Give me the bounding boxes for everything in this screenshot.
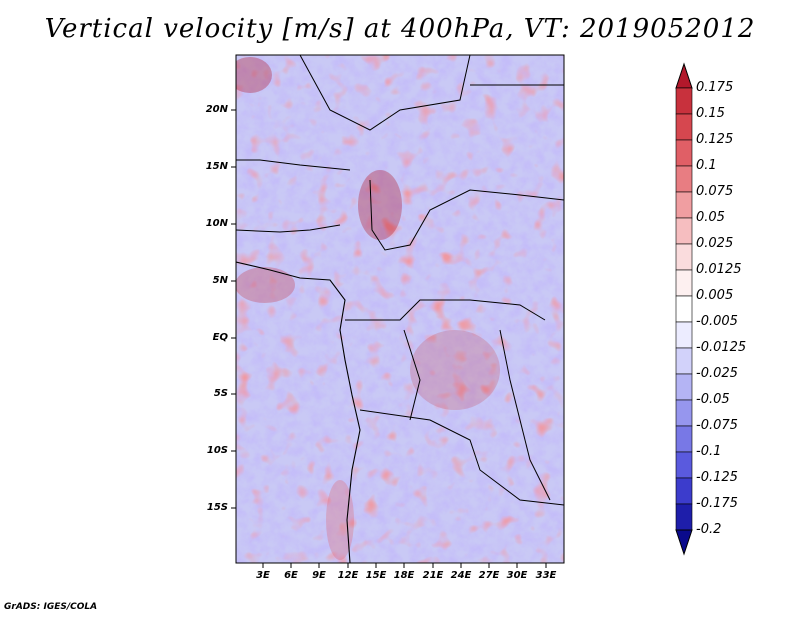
colorbar-segment	[675, 139, 693, 167]
colorbar-label: 0.0125	[696, 262, 742, 277]
colorbar-label: -0.1	[696, 444, 722, 459]
colorbar-segment	[675, 217, 693, 245]
lat-label: 5S	[213, 388, 228, 399]
colorbar-segment	[675, 113, 693, 141]
colorbar-segment	[675, 243, 693, 271]
colorbar-segment	[675, 399, 693, 427]
lon-label: 21E	[422, 570, 444, 581]
credit-text: GrADS: IGES/COLA	[4, 602, 98, 612]
colorbar-label: 0.075	[696, 184, 734, 199]
colorbar-label: -0.175	[696, 496, 738, 511]
lon-label: 6E	[284, 570, 298, 581]
colorbar-segment	[675, 503, 693, 531]
colorbar-segment	[675, 87, 693, 115]
lat-label: 15N	[205, 161, 228, 172]
lat-label: 15S	[206, 502, 228, 513]
colorbar-label: 0.15	[696, 106, 725, 121]
lon-label: 24E	[450, 570, 472, 581]
colorbar	[675, 62, 693, 556]
colorbar-label: -0.005	[696, 314, 738, 329]
colorbar-label: 0.005	[696, 288, 734, 303]
lon-label: 30E	[506, 570, 528, 581]
lon-label: 27E	[478, 570, 500, 581]
colorbar-label: -0.0125	[696, 340, 747, 355]
lat-label: 20N	[205, 104, 228, 115]
colorbar-label: 0.175	[696, 80, 734, 95]
page-title: Vertical velocity [m/s] at 400hPa, VT: 2…	[44, 14, 756, 44]
colorbar-label: 0.025	[696, 236, 734, 251]
lon-label: 15E	[365, 570, 387, 581]
colorbar-label: 0.125	[696, 132, 734, 147]
colorbar-segment	[675, 373, 693, 401]
colorbar-segment	[675, 295, 693, 323]
velocity-field	[236, 55, 564, 563]
lon-label: 12E	[337, 570, 359, 581]
colorbar-label: 0.1	[696, 158, 717, 173]
lon-label: 3E	[256, 570, 270, 581]
lon-label: 18E	[393, 570, 415, 581]
lat-label: 10N	[205, 218, 228, 229]
lon-label: 9E	[312, 570, 326, 581]
lon-label: 33E	[535, 570, 557, 581]
colorbar-segment	[675, 321, 693, 349]
colorbar-segment	[675, 347, 693, 375]
colorbar-label: -0.125	[696, 470, 738, 485]
colorbar-label: -0.075	[696, 418, 738, 433]
colorbar-label: -0.2	[696, 522, 722, 537]
colorbar-segment	[675, 269, 693, 297]
colorbar-label: -0.05	[696, 392, 730, 407]
colorbar-segment	[675, 165, 693, 193]
lat-label: 5N	[212, 275, 228, 286]
colorbar-top-arrow	[675, 62, 693, 89]
lat-label: 10S	[206, 445, 228, 456]
colorbar-bottom-arrow	[675, 529, 693, 556]
colorbar-segment	[675, 451, 693, 479]
colorbar-segment	[675, 191, 693, 219]
colorbar-segment	[675, 425, 693, 453]
colorbar-segment	[675, 477, 693, 505]
colorbar-label: -0.025	[696, 366, 738, 381]
lat-label: EQ	[212, 332, 228, 343]
colorbar-label: 0.05	[696, 210, 725, 225]
